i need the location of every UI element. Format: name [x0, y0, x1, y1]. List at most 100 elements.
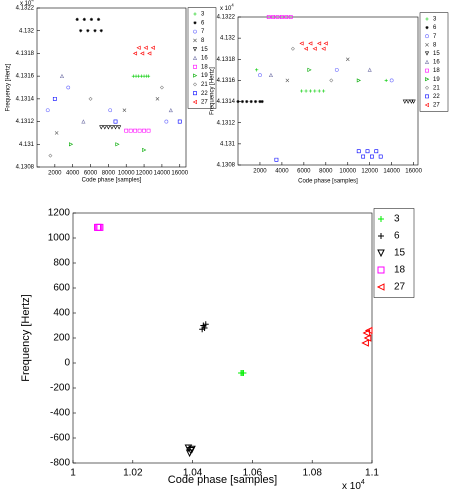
legend-label: 27 — [433, 103, 440, 109]
legend-marker — [193, 29, 197, 34]
legend-box — [373, 208, 415, 298]
data-point — [240, 370, 247, 376]
y-tick-label: 4.1314 — [16, 96, 35, 102]
y-tick-label: 0 — [64, 358, 70, 369]
data-point — [304, 89, 308, 93]
legend-box — [419, 12, 449, 112]
data-point — [384, 78, 388, 83]
legend-marker — [193, 91, 197, 96]
legend-label: 18 — [201, 64, 208, 70]
legend-marker — [378, 216, 384, 222]
y-tick-label: 4.1318 — [217, 57, 236, 63]
x-tick-label: 16000 — [171, 171, 188, 177]
x-tick-label: 12000 — [136, 171, 153, 177]
data-point — [299, 41, 304, 46]
data-point — [260, 99, 264, 104]
data-point — [329, 78, 334, 83]
legend-marker — [192, 55, 198, 60]
y-tick-label: 4.132 — [220, 36, 236, 42]
x-tick-label: 16000 — [405, 169, 422, 175]
legend-label: 6 — [433, 25, 437, 31]
x-tick-label: 4000 — [275, 169, 289, 175]
data-point — [116, 125, 122, 130]
data-point — [93, 29, 97, 33]
data-point — [271, 15, 276, 19]
data-point — [356, 78, 362, 83]
data-point — [109, 125, 115, 130]
data-point — [313, 89, 317, 93]
legend-label: 16 — [201, 56, 208, 62]
legend-marker — [193, 38, 197, 43]
legend-marker — [192, 47, 198, 52]
data-point — [323, 41, 328, 46]
data-point — [361, 339, 369, 347]
data-point — [52, 96, 57, 101]
chart-panel: 2000 4000 6000 8000 10000 12000 14000 16000 4.13… — [210, 3, 449, 185]
legend-marker — [425, 34, 429, 39]
data-point — [150, 45, 155, 50]
legend-label: 21 — [433, 85, 440, 91]
y-tick-label: 4.1322 — [16, 6, 35, 12]
data-point — [322, 89, 326, 93]
plot-frame — [36, 7, 187, 168]
legend-label: 18 — [394, 265, 406, 276]
x-tick-label: 8000 — [319, 169, 333, 175]
legend-marker — [193, 21, 197, 25]
data-point — [317, 89, 321, 93]
x-axis-label: Code phase [samples] — [168, 474, 277, 486]
data-point — [113, 125, 118, 130]
legend-marker — [425, 42, 429, 47]
x-tick-label: 2000 — [253, 169, 267, 175]
x-tick-label: 1.04 — [183, 468, 203, 479]
y-tick-label: 4.1308 — [16, 165, 35, 171]
legend-marker — [377, 266, 385, 274]
legend-box — [187, 7, 217, 109]
data-point — [356, 149, 361, 154]
data-point — [59, 73, 65, 79]
legend-label: 6 — [394, 231, 400, 242]
data-point — [288, 15, 293, 19]
data-point — [155, 97, 160, 101]
legend-label: 21 — [201, 82, 208, 88]
data-point — [140, 51, 145, 56]
x-tick-label: 12000 — [361, 169, 378, 175]
data-point — [303, 46, 308, 51]
data-point — [308, 89, 313, 93]
data-point — [334, 68, 339, 72]
legend-marker — [378, 233, 384, 239]
data-point — [258, 73, 262, 77]
data-point — [290, 46, 295, 51]
y-tick-label: 400 — [53, 308, 70, 319]
legend-label: 7 — [433, 34, 437, 40]
axis-multiplier: x 104 — [342, 479, 365, 492]
data-point — [188, 445, 196, 454]
data-point — [66, 85, 71, 90]
data-point — [316, 41, 322, 46]
y-tick-label: 1200 — [48, 208, 71, 219]
x-tick-label: 8000 — [102, 171, 116, 177]
legend-marker — [424, 51, 430, 56]
legend-marker — [193, 12, 197, 16]
legend-label: 15 — [433, 51, 440, 57]
data-point — [132, 51, 138, 56]
data-point — [124, 128, 129, 133]
data-point — [308, 41, 313, 46]
data-point — [147, 51, 152, 56]
data-point — [82, 17, 86, 21]
legend-label: 15 — [394, 248, 406, 259]
data-point — [402, 99, 407, 104]
data-point — [143, 45, 148, 50]
legend-label: 27 — [394, 282, 406, 293]
data-point — [108, 108, 113, 113]
data-point — [202, 321, 209, 328]
data-point — [88, 96, 93, 101]
data-point — [411, 99, 416, 104]
data-point — [362, 329, 371, 337]
data-point — [48, 153, 53, 158]
y-axis-label: Frequency [Hertz] — [6, 63, 12, 111]
legend-label: 8 — [201, 38, 205, 44]
data-point — [99, 29, 103, 33]
data-point — [164, 119, 169, 124]
